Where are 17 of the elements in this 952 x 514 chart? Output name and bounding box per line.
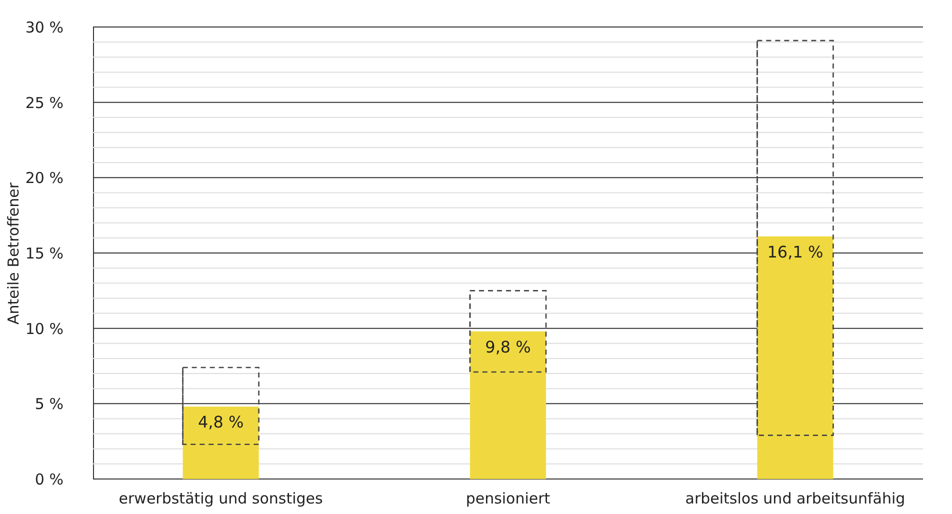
- y-tick-label: 10 %: [25, 320, 64, 338]
- y-axis-title: Anteile Betroffener: [4, 182, 22, 325]
- y-tick-label: 0 %: [34, 470, 64, 488]
- x-tick-label: arbeitslos und arbeitsunfähig: [685, 490, 906, 508]
- data-label: 9,8 %: [485, 337, 531, 356]
- data-label: 4,8 %: [198, 412, 244, 432]
- bar: [470, 331, 546, 479]
- x-tick-label: pensioniert: [466, 490, 550, 508]
- data-label: 16,1 %: [767, 242, 824, 262]
- y-tick-label: 30 %: [25, 18, 64, 36]
- y-tick-label: 5 %: [34, 395, 64, 414]
- y-tick-label: 15 %: [25, 244, 64, 262]
- x-tick-label: erwerbstätig und sonstiges: [118, 490, 323, 508]
- y-tick-label: 20 %: [25, 169, 64, 188]
- bar: [182, 406, 259, 479]
- y-tick-label: 25 %: [25, 94, 64, 112]
- bar: [757, 236, 834, 479]
